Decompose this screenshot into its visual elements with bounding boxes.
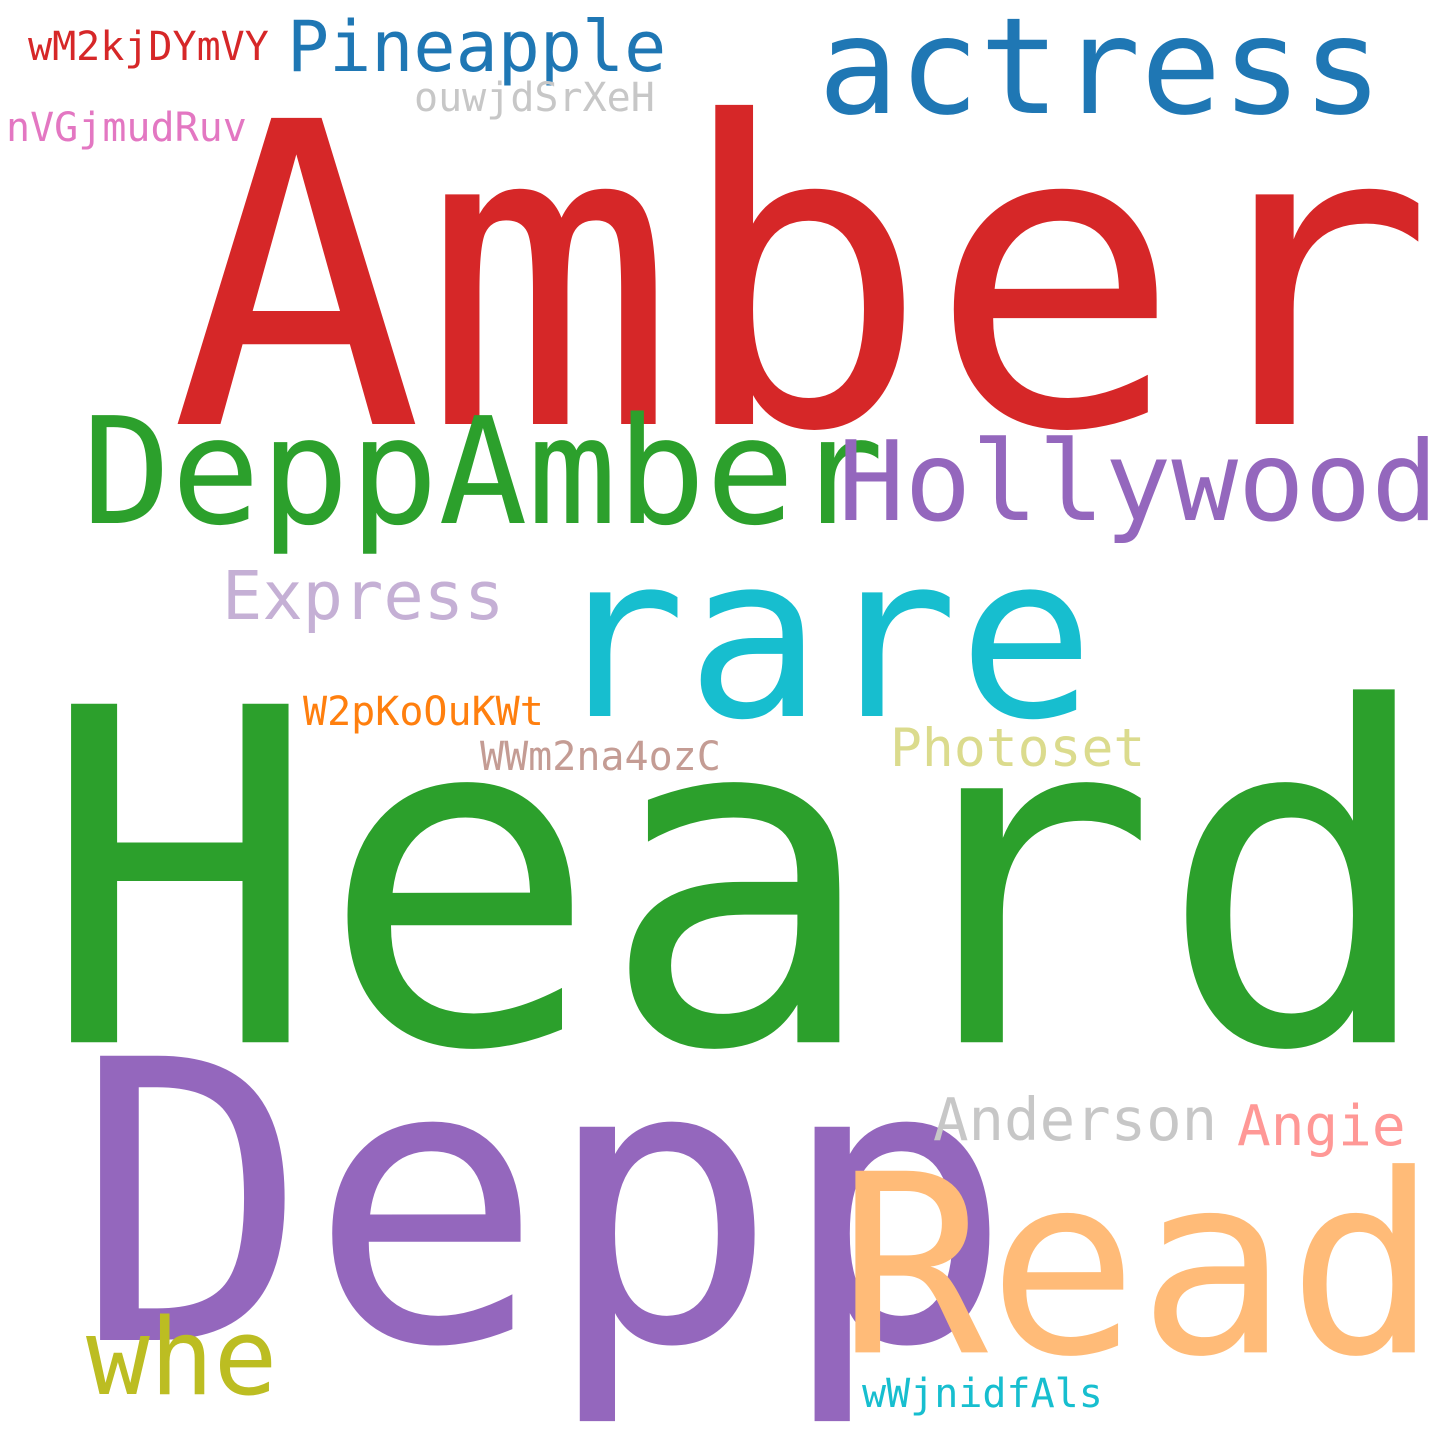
word-angie: Angie bbox=[1237, 1094, 1406, 1159]
word-read: Read bbox=[838, 1120, 1438, 1412]
word-amber: Amber bbox=[170, 35, 1435, 524]
word-wwm2na4ozc: WWm2na4ozC bbox=[480, 734, 721, 780]
word-whe: whe bbox=[86, 1296, 278, 1419]
word-express: Express bbox=[222, 557, 505, 635]
word-heard: Heard bbox=[40, 612, 1438, 1153]
word-anderson: Anderson bbox=[933, 1085, 1218, 1154]
word-photoset: Photoset bbox=[890, 718, 1146, 779]
word-pineapple: Pineapple bbox=[287, 6, 667, 88]
word-deppamber: DeppAmber bbox=[82, 386, 884, 558]
word-nvgjmudruv: nVGjmudRuv bbox=[6, 105, 247, 151]
word-depp: Depp bbox=[74, 978, 1014, 1432]
word-rare: rare bbox=[550, 507, 1095, 770]
word-wwjnidfals: wWjnidfAls bbox=[862, 1371, 1103, 1417]
word-wm2kjdymvy: wM2kjDYmVY bbox=[28, 24, 269, 70]
word-actress: actress bbox=[818, 0, 1383, 145]
word-hollywood: Hollywood bbox=[838, 417, 1438, 547]
word-ouwjdsrxeh: ouwjdSrXeH bbox=[414, 75, 655, 121]
word-w2pkoouwkt: W2pKoOuKWt bbox=[303, 689, 544, 735]
